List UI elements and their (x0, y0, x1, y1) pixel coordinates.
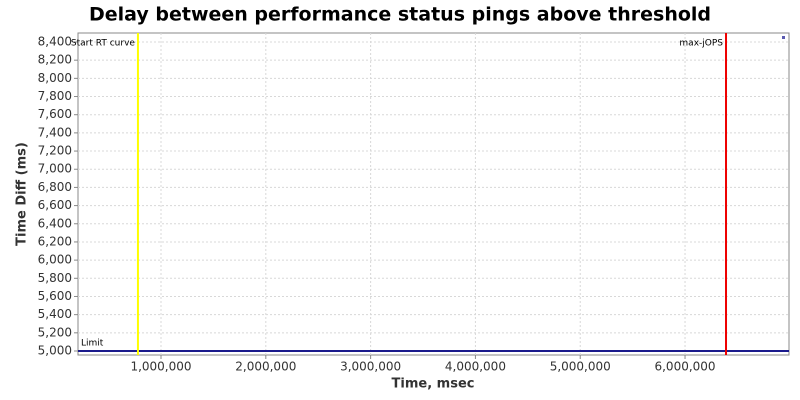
y-tick-label: 7,400 (38, 125, 72, 139)
y-tick-label: 5,600 (38, 289, 72, 303)
y-tick-label: 7,200 (38, 144, 72, 158)
plot-area (77, 32, 790, 356)
y-tick-label: 5,200 (38, 325, 72, 339)
x-tick-label: 6,000,000 (654, 360, 715, 374)
y-tick-label: 8,400 (38, 34, 72, 48)
y-tick-label: 6,200 (38, 234, 72, 248)
y-tick-label: 8,000 (38, 71, 72, 85)
y-axis-label: Time Diff (ms) (15, 142, 30, 246)
x-tick-label: 5,000,000 (550, 360, 611, 374)
y-tick-label: 8,200 (38, 53, 72, 67)
y-tick-label: 7,800 (38, 89, 72, 103)
y-tick-label: 6,400 (38, 216, 72, 230)
marker-label: Start RT curve (71, 39, 135, 49)
x-tick-label: 4,000,000 (445, 360, 506, 374)
x-tick-label: 1,000,000 (130, 360, 191, 374)
legend-marker (782, 36, 785, 39)
chart-title: Delay between performance status pings a… (89, 4, 711, 26)
limit-label: Limit (81, 339, 104, 349)
marker-label: max-jOPS (679, 39, 723, 49)
y-tick-label: 5,000 (38, 344, 72, 358)
y-tick-label: 6,000 (38, 253, 72, 267)
y-tick-label: 6,600 (38, 198, 72, 212)
x-tick-label: 2,000,000 (235, 360, 296, 374)
y-tick-label: 5,400 (38, 307, 72, 321)
y-tick-label: 6,800 (38, 180, 72, 194)
y-tick-label: 7,000 (38, 162, 72, 176)
x-axis-label: Time, msec (392, 377, 475, 392)
y-tick-label: 5,800 (38, 271, 72, 285)
y-tick-label: 7,600 (38, 107, 72, 121)
x-tick-label: 3,000,000 (340, 360, 401, 374)
